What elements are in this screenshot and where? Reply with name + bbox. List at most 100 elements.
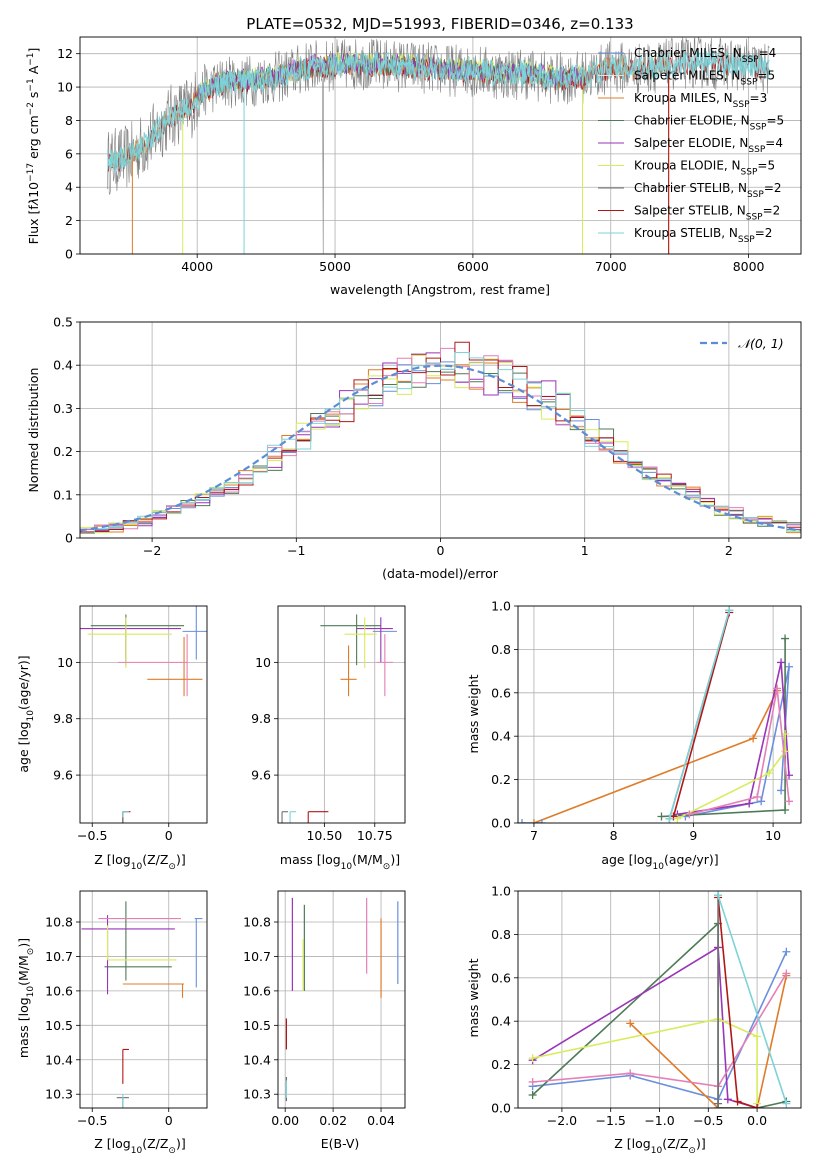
weight-marker	[773, 684, 782, 693]
weight-marker	[785, 797, 794, 806]
x-tick-label: 0	[165, 828, 173, 843]
weight-marker	[777, 786, 786, 795]
x-tick-label: 5000	[319, 259, 351, 274]
label-part: Kroupa STELIB, N	[634, 226, 738, 240]
y-tick-label: 0	[65, 247, 73, 262]
label-part: Chabrier STELIB, N	[634, 181, 747, 195]
label-part: )]	[696, 1136, 706, 1151]
y-tick-label: 2	[65, 213, 73, 228]
plot-area	[285, 897, 399, 1102]
label-part: 10	[651, 1146, 663, 1156]
weight-marker	[714, 891, 723, 900]
x-tick-label: 8000	[733, 259, 765, 274]
weight-marker	[537, 819, 546, 823]
weight-line	[532, 973, 788, 1088]
label-part: Z [log	[94, 852, 130, 867]
label-part: )]	[176, 1136, 186, 1151]
weight-line	[532, 1018, 758, 1104]
x-axis-label: mass [log10(M/M⊙)]	[280, 852, 400, 872]
label-part: λ	[26, 198, 41, 206]
x-tick-label: 7	[530, 828, 538, 843]
weight-marker	[685, 810, 694, 819]
y-tick-label: 0.0	[491, 816, 511, 831]
y-tick-label: 10.6	[45, 983, 73, 998]
y-tick-label: 10.5	[243, 1018, 271, 1033]
x-tick-label: −0.5	[77, 828, 107, 843]
y-tick-label: 8	[65, 113, 73, 128]
y-tick-label: 0.6	[491, 970, 511, 985]
axes-frame	[277, 605, 406, 824]
y-axis-label: mass [log10(M/M⊙)]	[16, 938, 36, 1058]
y-tick-label: 10.7	[45, 949, 73, 964]
label-part: Salpeter ELODIE, N	[634, 136, 748, 150]
legend-entry: Chabrier STELIB, NSSP=2	[634, 181, 782, 200]
weight-marker	[665, 814, 674, 823]
label-part: SSP	[748, 145, 765, 155]
x-tick-label: 8	[610, 828, 618, 843]
ticks	[76, 921, 170, 1112]
x-axis-label: age [log10(age/yr)]	[601, 852, 718, 872]
x-tick-label: −1.5	[596, 1113, 626, 1128]
label-part: =2	[764, 181, 782, 195]
weight-marker	[781, 634, 790, 643]
label-part: −17	[26, 163, 36, 182]
label-part: −2	[26, 102, 36, 115]
x-tick-label: 10.75	[357, 828, 393, 843]
y-tick-label: 0.4	[491, 729, 511, 744]
y-tick-label: 9.6	[53, 768, 73, 783]
label-part: =4	[759, 46, 777, 60]
ticks	[274, 921, 382, 1112]
y-tick-label: 6	[65, 146, 73, 161]
label-part: (M/M	[16, 955, 31, 986]
label-part: −1	[26, 78, 36, 91]
label-part: =3	[750, 91, 768, 105]
ticks	[76, 321, 730, 542]
label-part: =2	[755, 226, 773, 240]
plot-area	[281, 614, 397, 823]
label-part: (age/yr)]	[664, 852, 719, 867]
label-part: ⊙	[383, 862, 391, 872]
label-part: ]	[26, 48, 41, 53]
x-tick-label: 6000	[457, 259, 489, 274]
weight-marker	[782, 1099, 791, 1108]
weight-marker	[723, 1095, 732, 1104]
y-tick-label: 0.3	[53, 401, 73, 416]
weight-marker	[753, 1104, 762, 1108]
weight-line	[533, 690, 778, 823]
label-part: 10	[26, 986, 36, 998]
x-tick-label: −1.0	[644, 1113, 674, 1128]
label-part: Chabrier MILES, N	[634, 46, 742, 60]
axes-frame	[79, 605, 208, 824]
y-axis-label: Normed distribution	[26, 368, 41, 493]
weight-line	[668, 610, 731, 819]
y-tick-label: 10.5	[45, 1018, 73, 1033]
label-part: )]	[176, 852, 186, 867]
y-axis-label: mass weight	[466, 958, 481, 1037]
y-tick-label: 0.2	[53, 444, 73, 459]
y-tick-label: 0.6	[491, 685, 511, 700]
x-axis-label: Z [log10(Z/Z⊙)]	[94, 1136, 185, 1156]
legend-entry: Kroupa ELODIE, NSSP=5	[634, 159, 775, 178]
weight-line	[717, 895, 788, 1104]
weight-marker	[518, 819, 526, 823]
panel-residuals: −2 −1 0 1 2 0 0.1 0.2 0.3 0.4 0.5 (data-model)/erro…	[26, 315, 802, 581]
weight-marker	[626, 1069, 635, 1078]
x-tick-label: 1	[581, 543, 589, 558]
grid	[80, 606, 207, 823]
axes-frame	[277, 890, 406, 1109]
x-axis-label: (data-model)/error	[382, 566, 499, 581]
y-tick-label: 0.8	[491, 642, 511, 657]
axes-frame	[79, 36, 802, 255]
x-tick-label: 2	[725, 543, 733, 558]
y-axis-label: Flux [fλ10−17 erg cm−2 s−1 A−1]	[26, 48, 41, 245]
ticks	[76, 661, 170, 827]
panel-mass_vs_EBV: 0.00 0.02 0.04 10.3 10.4 10.5 10.6 10.7 10.8 E(B-…	[243, 890, 406, 1151]
label-part: SSP	[746, 213, 763, 223]
ticks	[514, 890, 758, 1112]
label-part: Salpeter STELIB, N	[634, 204, 746, 218]
weight-line	[532, 951, 788, 1101]
y-tick-label: 4	[65, 180, 73, 195]
x-axis-label: E(B-V)	[321, 1136, 360, 1151]
